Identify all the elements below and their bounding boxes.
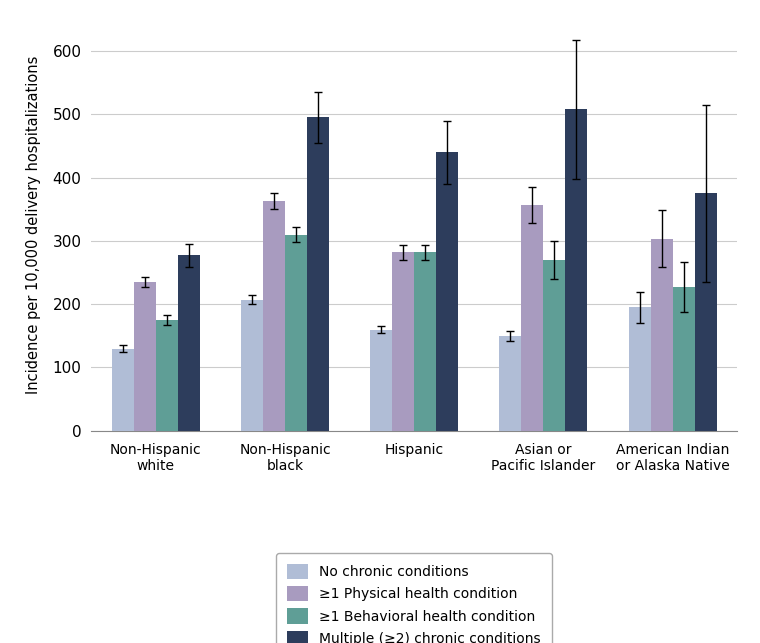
Bar (178, 255, 200, 431)
Bar (392, 252, 414, 431)
Bar (565, 109, 587, 431)
Bar (370, 329, 392, 431)
Bar (521, 204, 543, 431)
Bar (543, 260, 565, 431)
Bar (285, 235, 307, 431)
Bar (241, 300, 263, 431)
Bar (673, 287, 695, 431)
Legend: No chronic conditions, ≥1 Physical health condition, ≥1 Behavioral health condit: No chronic conditions, ≥1 Physical healt… (277, 553, 552, 643)
Bar (156, 320, 178, 431)
Bar (134, 282, 156, 431)
Bar (414, 252, 436, 431)
Bar (651, 239, 673, 431)
Bar (263, 201, 285, 431)
Bar (499, 336, 521, 431)
Y-axis label: Incidence per 10,000 delivery hospitalizations: Incidence per 10,000 delivery hospitaliz… (27, 56, 41, 394)
Bar (307, 118, 329, 431)
Bar (112, 349, 134, 431)
Bar (629, 307, 651, 431)
Bar (695, 194, 717, 431)
Bar (436, 152, 458, 431)
